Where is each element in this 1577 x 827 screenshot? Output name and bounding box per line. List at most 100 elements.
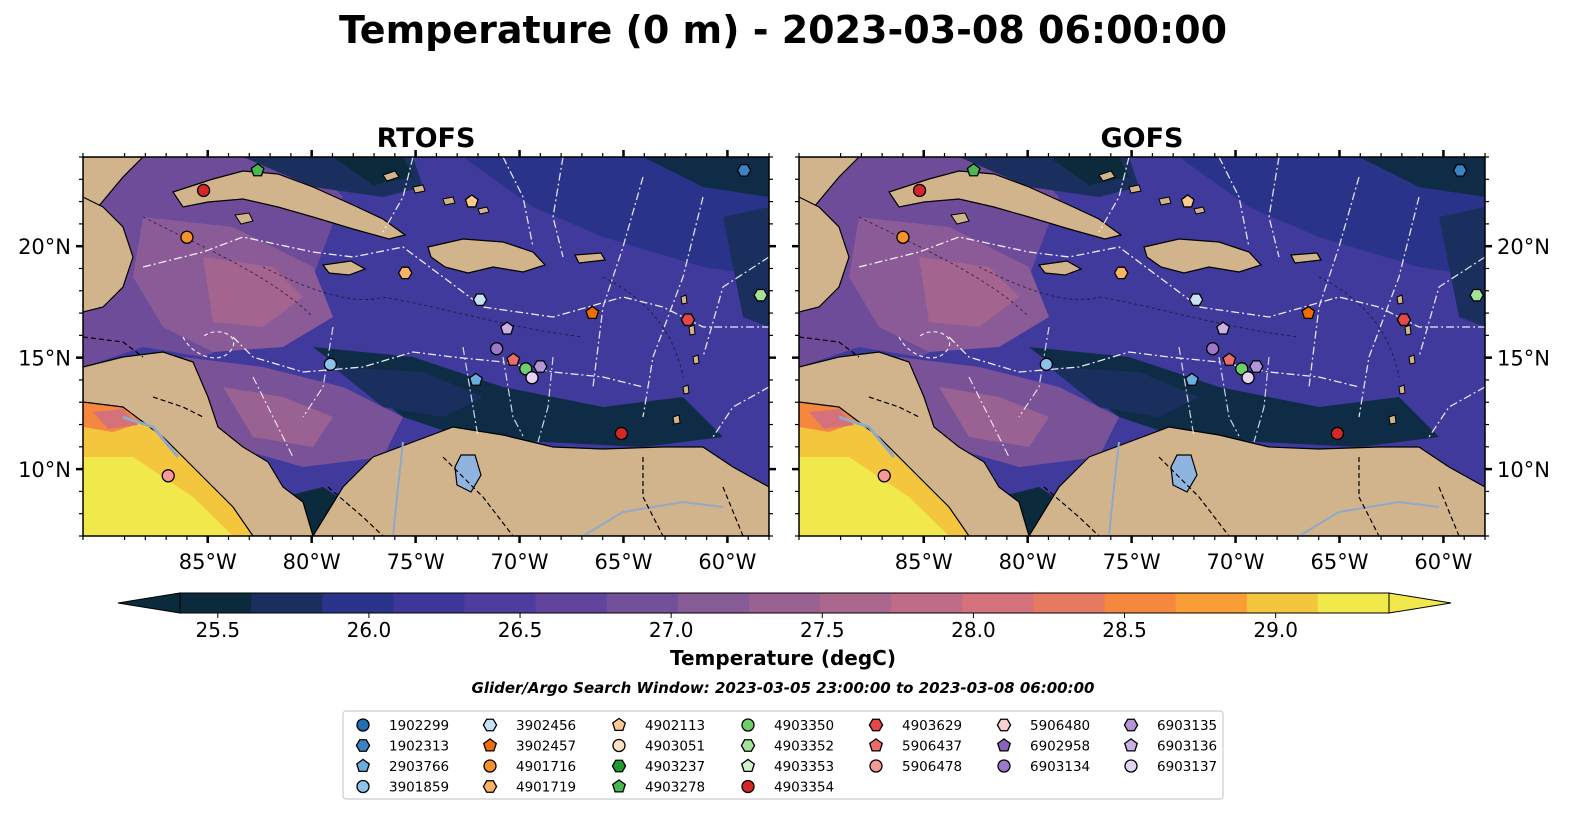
float-marker bbox=[464, 194, 479, 208]
float-marker bbox=[753, 288, 769, 302]
float-marker bbox=[525, 371, 539, 385]
colorbar-tick-label: 26.5 bbox=[498, 618, 543, 642]
colorbar-tick-label: 28.0 bbox=[951, 618, 996, 642]
float-marker bbox=[680, 313, 696, 327]
x-tick-label: 80°W bbox=[283, 550, 341, 574]
float-marker bbox=[1396, 313, 1412, 327]
legend-marker bbox=[611, 759, 627, 773]
colorbar-tick-label: 26.0 bbox=[347, 618, 392, 642]
y-tick-label: 20°N bbox=[18, 235, 71, 259]
y-tick-label: 10°N bbox=[1497, 458, 1550, 482]
x-tick-label: 60°W bbox=[1414, 550, 1472, 574]
legend-label: 6903136 bbox=[1157, 739, 1217, 755]
legend-marker bbox=[356, 718, 370, 732]
legend-marker bbox=[355, 758, 371, 772]
colorbar-segment bbox=[748, 593, 821, 613]
temperature-map bbox=[83, 157, 769, 536]
float-marker bbox=[180, 230, 194, 244]
legend-marker bbox=[612, 738, 626, 753]
x-tick-label: 75°W bbox=[387, 550, 445, 574]
colorbar-tick-label: 29.0 bbox=[1253, 618, 1298, 642]
x-tick-label: 65°W bbox=[1310, 550, 1368, 574]
legend-label: 4903353 bbox=[774, 759, 834, 775]
colorbar-segment bbox=[677, 593, 750, 613]
x-tick-label: 85°W bbox=[895, 550, 953, 574]
float-marker bbox=[196, 183, 211, 198]
legend-label: 3902457 bbox=[516, 739, 576, 755]
legend-marker bbox=[997, 759, 1011, 773]
legend-marker bbox=[482, 718, 498, 732]
y-tick-label: 15°N bbox=[18, 347, 71, 371]
legend-label: 3901859 bbox=[389, 780, 449, 796]
legend-marker bbox=[740, 758, 756, 772]
float-marker bbox=[1248, 360, 1264, 373]
float-marker bbox=[1222, 352, 1237, 366]
legend-label: 6903135 bbox=[1157, 718, 1217, 734]
float-marker bbox=[250, 162, 265, 177]
legend-marker bbox=[355, 739, 371, 752]
float-marker bbox=[472, 293, 488, 307]
float-marker bbox=[161, 469, 175, 483]
float-marker bbox=[1469, 288, 1485, 302]
legend-marker bbox=[996, 718, 1012, 732]
legend-label: 2903766 bbox=[389, 759, 449, 775]
colorbar-segment bbox=[962, 593, 1034, 613]
x-tick-label: 85°W bbox=[179, 550, 237, 574]
float-marker bbox=[912, 183, 927, 198]
legend-marker bbox=[868, 738, 884, 752]
figure-title: Temperature (0 m) - 2023-03-08 06:00:00 bbox=[339, 8, 1227, 52]
gofs-panel: GOFS 85°W 80°W 75°W 70°W 65°W 60°W 10°N 15°N 20°N bbox=[792, 123, 1550, 574]
legend-marker bbox=[611, 717, 627, 731]
legend-label: 5906437 bbox=[902, 739, 962, 755]
legend-label: 4903350 bbox=[774, 718, 834, 734]
float-marker bbox=[1206, 342, 1220, 356]
map-frame bbox=[82, 156, 770, 537]
legend-label: 4903051 bbox=[645, 739, 705, 755]
colorbar-segment bbox=[1175, 593, 1248, 613]
float-marker bbox=[896, 230, 910, 244]
legend-label: 4903237 bbox=[645, 759, 705, 775]
colorbar-tick-label: 27.5 bbox=[800, 618, 845, 642]
float-marker bbox=[1039, 357, 1054, 371]
legend-label: 4901716 bbox=[516, 759, 576, 775]
float-marker bbox=[397, 266, 413, 280]
float-marker bbox=[585, 305, 600, 320]
legend-marker bbox=[869, 759, 883, 773]
float-marker bbox=[519, 362, 533, 376]
float-marker bbox=[736, 164, 752, 177]
legend-marker bbox=[482, 738, 498, 752]
legend-label: 5906478 bbox=[902, 759, 962, 775]
colorbar-segment bbox=[464, 593, 537, 613]
legend-label: 1902313 bbox=[389, 739, 449, 755]
legend-marker bbox=[1123, 738, 1139, 752]
y-tick-label: 20°N bbox=[1497, 235, 1550, 259]
legend-marker bbox=[611, 779, 627, 793]
colorbar-segment bbox=[535, 593, 608, 613]
colorbar-segment bbox=[820, 593, 892, 613]
colorbar-label: Temperature (degC) bbox=[670, 646, 896, 670]
search-window-caption: Glider/Argo Search Window: 2023-03-05 23… bbox=[472, 679, 1095, 697]
colorbar-extend-low bbox=[117, 592, 181, 614]
float-marker bbox=[323, 357, 338, 371]
legend-label: 4903278 bbox=[645, 780, 705, 796]
x-tick-label: 70°W bbox=[1207, 550, 1265, 574]
panel-title: GOFS bbox=[1100, 123, 1183, 154]
colorbar-segment bbox=[393, 593, 465, 613]
legend-marker bbox=[741, 718, 755, 732]
legend-label: 1902299 bbox=[389, 718, 449, 734]
legend-label: 4903354 bbox=[774, 780, 834, 796]
legend-marker bbox=[482, 780, 498, 793]
float-marker bbox=[490, 342, 504, 356]
x-tick-label: 65°W bbox=[594, 550, 652, 574]
colorbar-extend-high bbox=[1388, 592, 1452, 614]
legend-label: 4902113 bbox=[645, 718, 705, 734]
float-marker bbox=[1235, 362, 1249, 376]
colorbar-segment bbox=[180, 593, 252, 613]
float-marker bbox=[877, 469, 891, 483]
legend-marker bbox=[1123, 718, 1139, 732]
colorbar-frame bbox=[179, 592, 1390, 614]
float-marker bbox=[1452, 164, 1468, 177]
legend-marker bbox=[996, 738, 1012, 752]
legend-marker bbox=[868, 718, 884, 732]
